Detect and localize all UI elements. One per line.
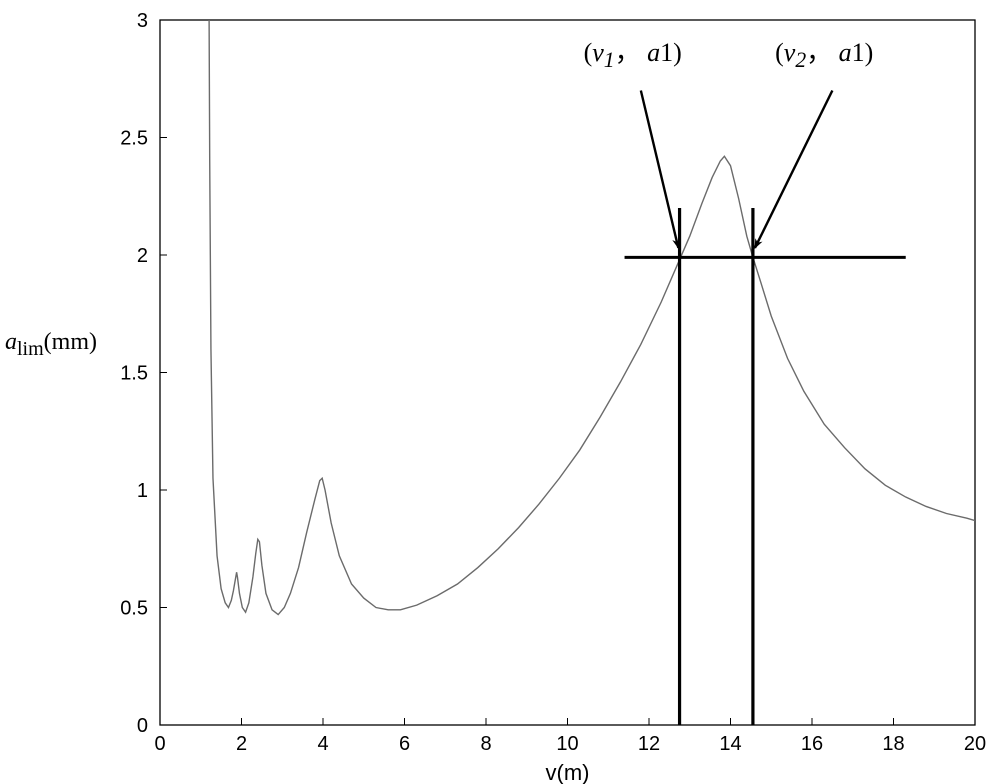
chart-svg: 0246810121416182000.511.522.53v(m)alim(m… xyxy=(0,0,1000,784)
svg-text:2.5: 2.5 xyxy=(120,128,148,150)
svg-text:1: 1 xyxy=(137,480,148,502)
stability-lobe-chart: 0246810121416182000.511.522.53v(m)alim(m… xyxy=(0,0,1000,784)
svg-text:0: 0 xyxy=(154,733,165,755)
svg-text:3: 3 xyxy=(137,10,148,32)
svg-text:16: 16 xyxy=(801,733,823,755)
svg-text:v(m): v(m) xyxy=(546,760,590,784)
svg-text:2: 2 xyxy=(236,733,247,755)
svg-text:14: 14 xyxy=(719,733,741,755)
svg-text:8: 8 xyxy=(480,733,491,755)
svg-text:12: 12 xyxy=(638,733,660,755)
svg-text:2: 2 xyxy=(137,245,148,267)
svg-text:0.5: 0.5 xyxy=(120,598,148,620)
svg-text:20: 20 xyxy=(964,733,986,755)
svg-text:4: 4 xyxy=(317,733,328,755)
svg-text:0: 0 xyxy=(137,715,148,737)
svg-text:10: 10 xyxy=(556,733,578,755)
svg-text:18: 18 xyxy=(882,733,904,755)
svg-text:6: 6 xyxy=(399,733,410,755)
